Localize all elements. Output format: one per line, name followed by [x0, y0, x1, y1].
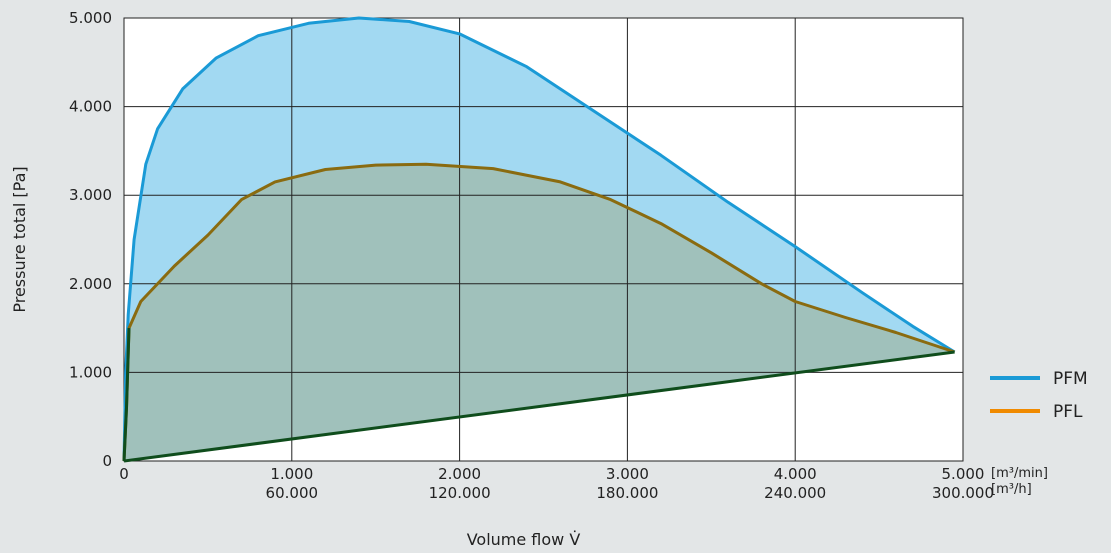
- x-tick-label: 5.000: [942, 465, 985, 483]
- plot-frame: [123, 17, 964, 462]
- curve-lower-boundary: [123, 350, 955, 463]
- x-tick-label-secondary: 120.000: [429, 484, 491, 502]
- x-tick-label: 3.000: [606, 465, 649, 483]
- x-tick-label: 0: [119, 465, 129, 483]
- y-axis-ticks: 0 1.000 2.000 3.000 4.000 5.000: [69, 9, 112, 470]
- x-axis-label: Volume flow V̇: [467, 530, 581, 549]
- y-tick-label: 2.000: [69, 275, 112, 293]
- x-tick-label: 2.000: [438, 465, 481, 483]
- y-tick-label: 1.000: [69, 363, 112, 381]
- y-tick-label: 4.000: [69, 98, 112, 116]
- chart-curves: [122, 16, 956, 463]
- chart-areas: [124, 18, 955, 461]
- x-axis-units: [m³/min][m³/h]: [991, 466, 1048, 497]
- curve-left-boundary: [122, 328, 131, 462]
- curve-pfl: [122, 162, 956, 462]
- curve-pfm: [122, 16, 956, 462]
- x-tick-label: 1.000: [270, 465, 313, 483]
- y-tick-label: 5.000: [69, 9, 112, 27]
- x-tick-label-secondary: 300.000: [932, 484, 994, 502]
- x-unit-label: [m³/h]: [991, 482, 1032, 497]
- x-tick-label-secondary: 180.000: [596, 484, 658, 502]
- legend-label-pfl: PFL: [1053, 402, 1083, 422]
- legend-label-pfm: PFM: [1053, 369, 1088, 389]
- area-pfl: [124, 164, 955, 461]
- grid-lines: [124, 18, 963, 461]
- legend: PFM PFL: [990, 369, 1088, 422]
- y-axis-label: Pressure total [Pa]: [10, 166, 29, 312]
- x-tick-label: 4.000: [774, 465, 817, 483]
- y-tick-label: 0: [102, 452, 112, 470]
- x-unit-label: [m³/min]: [991, 466, 1048, 481]
- y-tick-label: 3.000: [69, 186, 112, 204]
- x-tick-label-secondary: 60.000: [266, 484, 319, 502]
- x-tick-label-secondary: 240.000: [764, 484, 826, 502]
